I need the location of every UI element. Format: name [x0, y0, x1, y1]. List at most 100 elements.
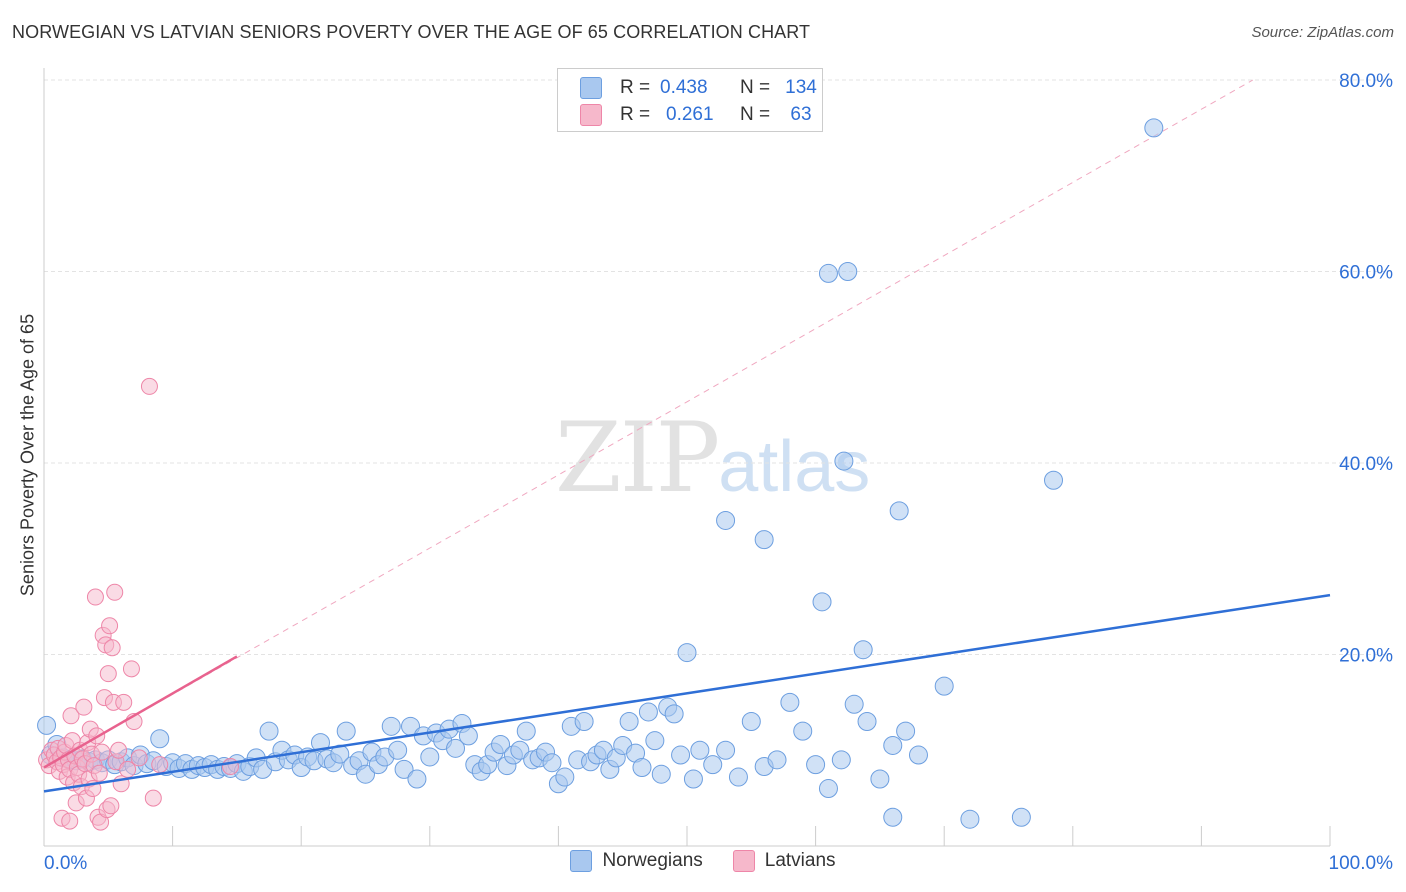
norwegians-point: [838, 262, 858, 281]
latvians-point: [110, 741, 128, 759]
norwegians-point: [336, 721, 356, 741]
norwegians-point: [394, 759, 414, 779]
stats-box: R = 0.438 N = 134 R = 0.261 N = 63: [557, 68, 823, 132]
latvians-point: [90, 764, 108, 782]
watermark-zip: ZIP: [555, 402, 720, 514]
norwegians-point: [728, 767, 748, 787]
norwegians-r-value: 0.438: [660, 77, 708, 98]
n-label: N =: [740, 104, 771, 125]
norwegians-point: [516, 721, 536, 741]
latvians-point: [130, 749, 148, 767]
norwegians-point: [651, 764, 671, 784]
latvians-point: [122, 660, 140, 678]
norwegians-point: [896, 721, 916, 741]
latvians-n-value: 63: [790, 104, 812, 125]
latvians-point: [61, 812, 79, 830]
norwegians-point: [677, 643, 697, 663]
norwegians-point: [645, 731, 665, 751]
norwegians-point: [690, 740, 710, 760]
norwegians-point: [356, 764, 375, 784]
r-label: R =: [620, 104, 651, 125]
norwegians-point: [934, 676, 954, 696]
latvians-point: [144, 789, 162, 807]
source-label: Source: ZipAtlas.com: [1251, 24, 1394, 41]
norwegians-point: [960, 809, 980, 829]
norwegians-point: [388, 740, 408, 760]
latvians-point: [99, 665, 117, 683]
latvians-point: [101, 617, 119, 635]
norwegians-point: [1044, 470, 1064, 490]
norwegians-n-value: 134: [785, 77, 817, 98]
norwegians-point: [741, 712, 761, 732]
norwegians-point: [259, 721, 279, 741]
latvians-point: [106, 583, 124, 601]
norwegians-point: [780, 692, 800, 712]
latvians-point: [103, 639, 121, 657]
latvians-point: [151, 756, 169, 774]
norwegians-point: [767, 750, 787, 770]
latvians-point: [86, 588, 104, 606]
norwegians-point: [407, 769, 427, 789]
norwegians-point: [716, 740, 736, 760]
norwegians-point: [619, 712, 639, 732]
norwegians-point: [458, 726, 478, 746]
norwegians-point: [844, 694, 864, 714]
y-tick-label: 80.0%: [1339, 71, 1393, 92]
norwegians-point: [37, 715, 57, 735]
norwegians-point: [818, 263, 838, 283]
latvians-point: [102, 797, 120, 815]
norwegians-point: [671, 745, 691, 765]
stats-row-latvians: R = 0.261 N = 63: [580, 104, 826, 126]
y-tick-label: 60.0%: [1339, 263, 1393, 284]
norwegians-point: [491, 735, 511, 755]
latvians-point: [93, 743, 111, 761]
norwegians-point: [555, 767, 575, 787]
norwegians-point: [883, 807, 903, 827]
n-label: N =: [740, 77, 771, 98]
legend-label-latvians: Latvians: [764, 850, 836, 871]
latvians-point: [115, 693, 133, 711]
norwegians-point: [683, 769, 703, 789]
latvians-trend-line: [43, 655, 238, 769]
y-axis-label: Seniors Poverty Over the Age of 65: [17, 313, 38, 597]
norwegians-point: [834, 451, 854, 471]
norwegians-point: [703, 755, 723, 775]
latvians-r-value: 0.261: [666, 104, 714, 125]
legend-item-latvians[interactable]: Latvians: [732, 850, 836, 872]
norwegians-point: [510, 740, 530, 760]
norwegians-point: [857, 712, 877, 732]
chart-title: NORWEGIAN VS LATVIAN SENIORS POVERTY OVE…: [12, 22, 811, 42]
norwegians-point: [853, 640, 873, 660]
norwegians-point: [420, 747, 440, 767]
norwegians-point: [818, 779, 838, 799]
legend-label-norwegians: Norwegians: [602, 850, 703, 871]
norwegians-point: [1144, 118, 1164, 138]
norwegians-point: [831, 750, 851, 770]
norwegians-trend-line: [43, 593, 1331, 793]
x-tick-label: 0.0%: [44, 853, 87, 874]
latvians-point: [75, 698, 93, 716]
norwegians-point: [908, 745, 928, 765]
norwegians-point: [542, 753, 562, 773]
latvians-point: [62, 707, 80, 725]
norwegians-point: [381, 716, 401, 736]
legend-item-norwegians[interactable]: Norwegians: [570, 850, 703, 872]
latvians-point: [140, 377, 158, 395]
norwegians-point: [1011, 807, 1031, 827]
norwegians-point: [632, 757, 652, 777]
norwegians-point: [793, 721, 813, 741]
r-label: R =: [620, 77, 651, 98]
norwegians-point: [754, 530, 774, 550]
latvians-legend-swatch: [732, 850, 755, 872]
norwegians-point: [806, 755, 826, 775]
norwegians-legend-swatch: [570, 850, 593, 872]
norwegians-point: [446, 738, 466, 758]
norwegians-point: [883, 735, 903, 755]
norwegians-point: [716, 510, 736, 530]
y-tick-label: 40.0%: [1339, 454, 1393, 475]
norwegians-point: [310, 733, 330, 753]
norwegians-point: [150, 729, 170, 749]
latvians-trend-extended: [43, 79, 1254, 768]
stats-row-norwegians: R = 0.438 N = 134: [580, 77, 826, 99]
